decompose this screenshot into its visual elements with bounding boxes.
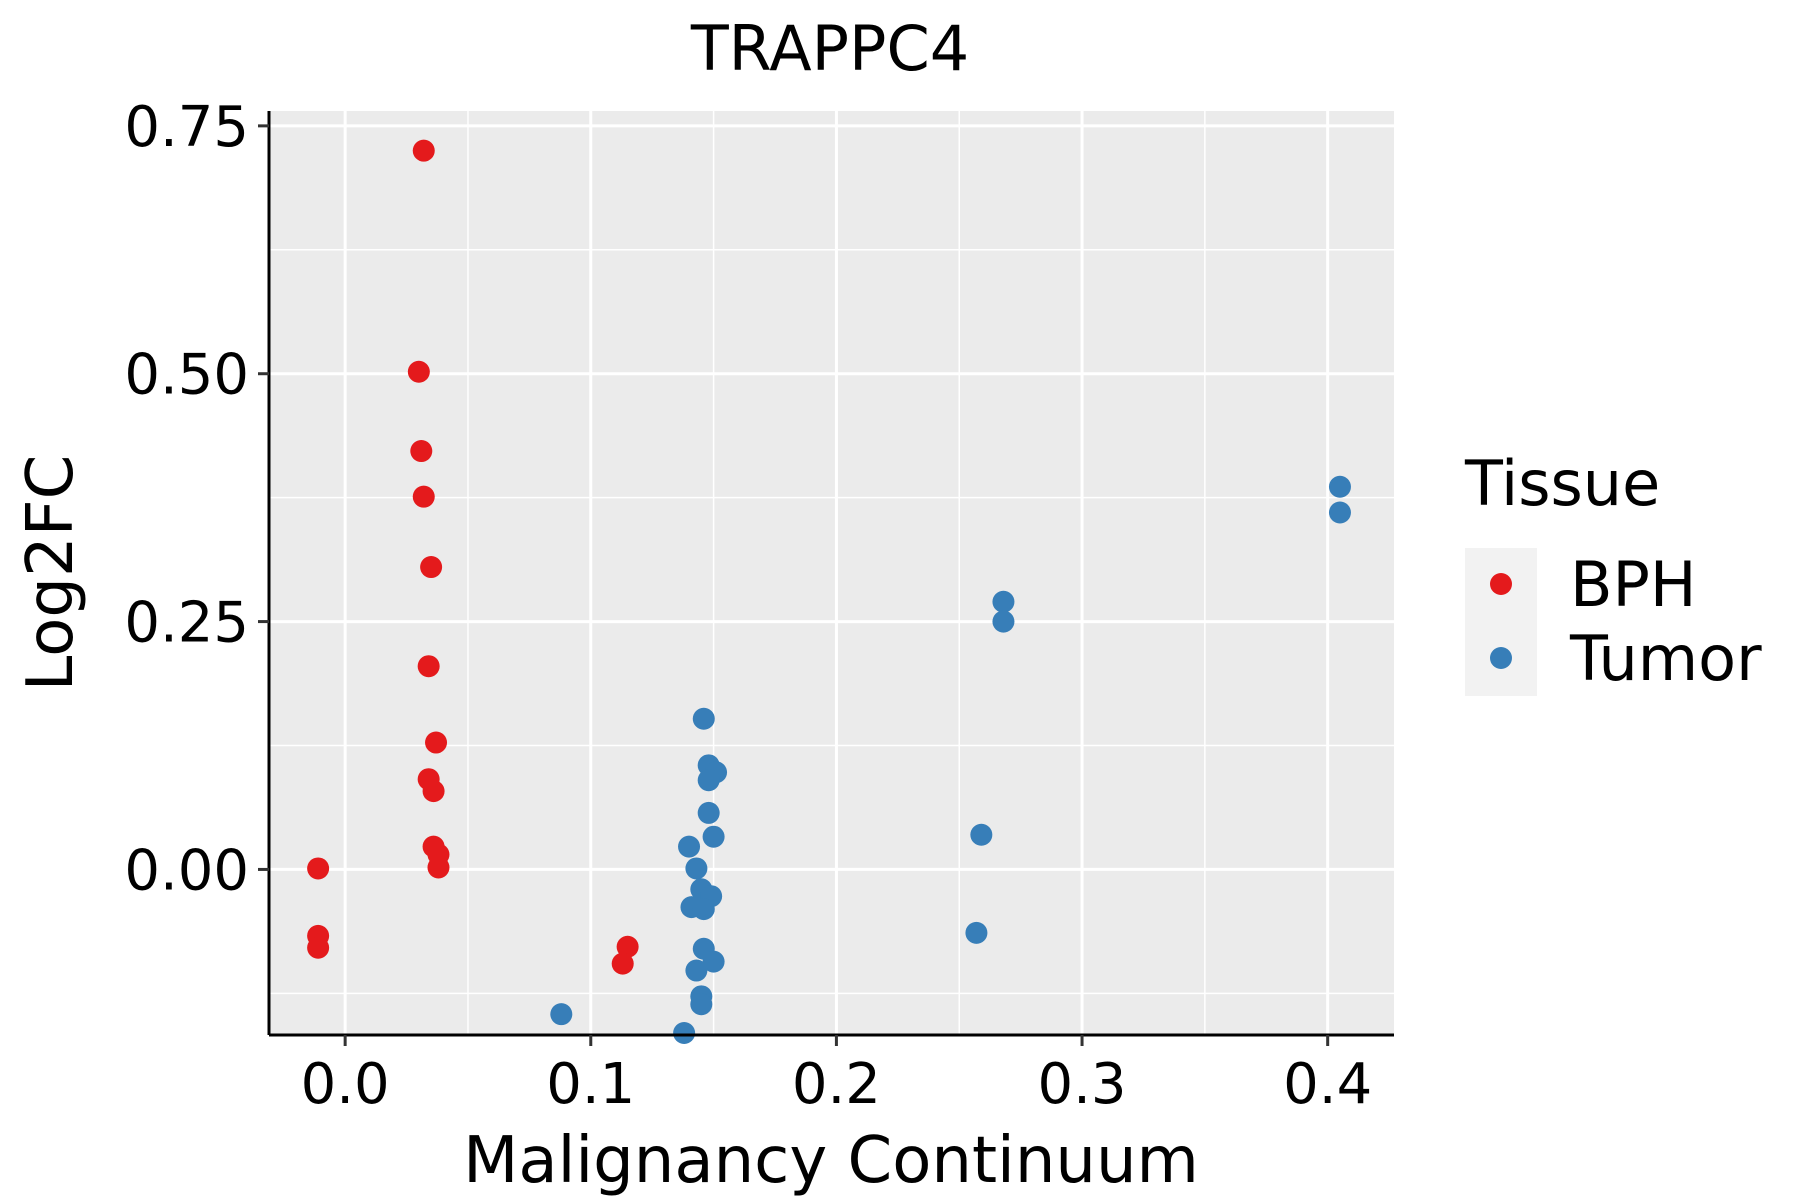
legend-key-background	[1465, 548, 1537, 696]
data-point-bph	[307, 857, 330, 880]
data-point-tumor	[1328, 475, 1351, 498]
y-axis-ticks: 0.00 0.25 0.50 0.75	[124, 95, 269, 903]
data-point-bph	[616, 935, 639, 958]
data-point-bph	[407, 360, 430, 383]
data-point-tumor	[685, 959, 708, 982]
data-point-tumor	[992, 590, 1015, 613]
data-point-bph	[425, 731, 448, 754]
legend-key-tumor	[1490, 647, 1512, 669]
data-point-bph	[427, 856, 450, 879]
chart-title: TRAPPC4	[690, 12, 969, 85]
data-point-tumor	[697, 801, 720, 824]
legend-label-bph: BPH	[1570, 548, 1697, 621]
data-point-bph	[417, 655, 440, 678]
data-point-tumor	[692, 707, 715, 730]
data-point-tumor	[685, 857, 708, 880]
y-tick-label: 0.75	[124, 95, 249, 160]
data-point-tumor	[690, 993, 713, 1016]
x-tick-label: 0.0	[301, 1052, 390, 1117]
minor-gridlines	[269, 111, 1394, 1035]
data-point-tumor	[697, 769, 720, 792]
y-tick-label: 0.50	[124, 343, 249, 408]
data-point-bph	[410, 440, 433, 463]
data-point-tumor	[692, 898, 715, 921]
data-point-bph	[422, 780, 445, 803]
data-point-tumor	[702, 950, 725, 973]
major-gridlines	[269, 111, 1394, 1035]
data-point-bph	[412, 139, 435, 162]
legend-label-tumor: Tumor	[1569, 622, 1762, 695]
data-point-tumor	[970, 823, 993, 846]
x-tick-label: 0.4	[1283, 1052, 1372, 1117]
y-tick-label: 0.25	[124, 591, 249, 656]
data-point-tumor	[702, 825, 725, 848]
y-axis-title: Log2FC	[14, 455, 88, 692]
y-tick-label: 0.00	[124, 838, 249, 903]
data-point-tumor	[550, 1003, 573, 1026]
data-point-bph	[307, 936, 330, 959]
data-point-tumor	[965, 921, 988, 944]
legend-title: Tissue	[1464, 447, 1660, 520]
legend-key-bph	[1490, 573, 1512, 595]
data-point-tumor	[1328, 501, 1351, 524]
data-point-tumor	[992, 610, 1015, 633]
data-point-tumor	[678, 835, 701, 858]
data-points	[307, 139, 1351, 1045]
x-tick-label: 0.2	[792, 1052, 881, 1117]
plot-panel	[269, 111, 1394, 1035]
data-point-bph	[611, 952, 634, 975]
x-axis-title: Malignancy Continuum	[463, 1124, 1199, 1198]
data-point-bph	[412, 485, 435, 508]
x-tick-label: 0.3	[1038, 1052, 1127, 1117]
data-point-bph	[420, 556, 443, 579]
x-tick-label: 0.1	[546, 1052, 635, 1117]
x-axis-ticks: 0.0 0.1 0.2 0.3 0.4	[301, 1035, 1372, 1117]
data-point-tumor	[673, 1022, 696, 1045]
